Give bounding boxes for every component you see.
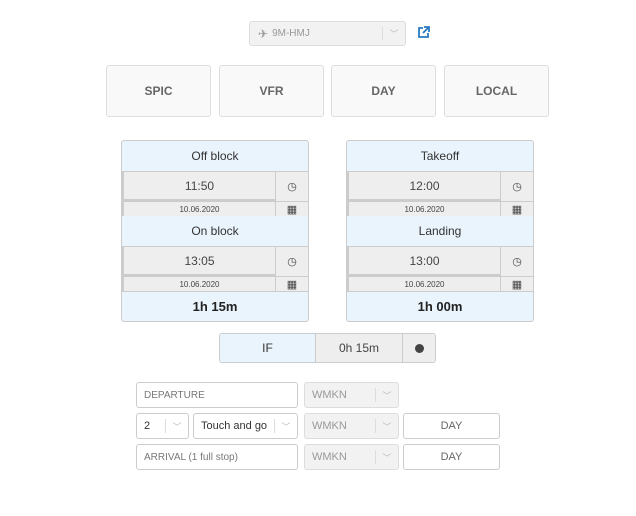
takeoff-label: Takeoff xyxy=(420,149,460,163)
if-label: IF xyxy=(220,334,316,362)
off-block-label: Off block xyxy=(191,149,239,163)
block-total: 1h 15m xyxy=(122,291,308,321)
local-button[interactable]: LOCAL xyxy=(444,65,549,117)
calendar-icon[interactable]: ▦ xyxy=(500,202,533,216)
arrival-airport-select[interactable]: WMKN ﹀ xyxy=(304,444,399,470)
flight-total: 1h 00m xyxy=(347,291,533,321)
aircraft-value: 9M-HMJ xyxy=(272,28,310,39)
arrival-day-button[interactable]: DAY xyxy=(403,444,500,470)
takeoff-time-input[interactable]: 12:00 xyxy=(347,172,500,201)
landing-time-input[interactable]: 13:00 xyxy=(347,247,500,276)
spic-button[interactable]: SPIC xyxy=(106,65,211,117)
separator xyxy=(165,418,166,434)
calendar-icon[interactable]: ▦ xyxy=(275,277,308,291)
on-block-time-input[interactable]: 13:05 xyxy=(122,247,275,276)
chevron-down-icon[interactable]: ﹀ xyxy=(389,29,399,39)
if-time-group: IF 0h 15m xyxy=(219,333,436,363)
flight-time-card: Takeoff 12:00 ◷ 10.06.2020 ▦ Landing 13:00… xyxy=(346,140,534,322)
day-button[interactable]: DAY xyxy=(331,65,436,117)
clock-icon[interactable]: ◷ xyxy=(500,247,533,276)
calendar-icon[interactable]: ▦ xyxy=(500,277,533,291)
aircraft-select[interactable]: ✈ 9M-HMJ ﹀ xyxy=(249,21,406,46)
clock-icon[interactable]: ◷ xyxy=(275,172,308,201)
count-value: 2 xyxy=(144,420,151,432)
chevron-down-icon[interactable]: ﹀ xyxy=(281,421,291,432)
on-block-label: On block xyxy=(191,224,239,238)
chevron-down-icon[interactable]: ﹀ xyxy=(382,390,392,401)
airport-value: WMKN xyxy=(312,389,347,401)
touch-type-select[interactable]: Touch and go ﹀ xyxy=(193,413,298,439)
airport-value: WMKN xyxy=(312,420,347,432)
on-block-date-input[interactable]: 10.06.2020 xyxy=(122,277,275,291)
touch-day-button[interactable]: DAY xyxy=(403,413,500,439)
touch-airport-select[interactable]: WMKN ﹀ xyxy=(304,413,399,439)
clock-icon[interactable] xyxy=(403,334,435,362)
touch-count-select[interactable]: 2 ﹀ xyxy=(136,413,189,439)
separator xyxy=(375,449,376,465)
airport-value: WMKN xyxy=(312,451,347,463)
arrival-field[interactable]: ARRIVAL (1 full stop) xyxy=(136,444,298,470)
takeoff-date-input[interactable]: 10.06.2020 xyxy=(347,202,500,216)
chevron-down-icon[interactable]: ﹀ xyxy=(172,421,182,432)
separator xyxy=(274,418,275,434)
calendar-icon[interactable]: ▦ xyxy=(275,202,308,216)
departure-field[interactable]: DEPARTURE xyxy=(136,382,298,408)
external-link-icon[interactable] xyxy=(417,26,430,39)
off-block-date-input[interactable]: 10.06.2020 xyxy=(122,202,275,216)
separator xyxy=(382,26,383,41)
departure-airport-select[interactable]: WMKN ﹀ xyxy=(304,382,399,408)
separator xyxy=(375,387,376,403)
vfr-button[interactable]: VFR xyxy=(219,65,324,117)
chevron-down-icon[interactable]: ﹀ xyxy=(382,452,392,463)
plane-icon: ✈ xyxy=(258,26,269,41)
if-time-input[interactable]: 0h 15m xyxy=(316,334,403,362)
landing-label: Landing xyxy=(418,224,462,238)
landing-date-input[interactable]: 10.06.2020 xyxy=(347,277,500,291)
chevron-down-icon[interactable]: ﹀ xyxy=(382,421,392,432)
off-block-time-input[interactable]: 11:50 xyxy=(122,172,275,201)
separator xyxy=(375,418,376,434)
block-time-card: Off block 11:50 ◷ 10.06.2020 ▦ On block 13… xyxy=(121,140,309,322)
clock-icon[interactable]: ◷ xyxy=(500,172,533,201)
clock-icon[interactable]: ◷ xyxy=(275,247,308,276)
type-value: Touch and go xyxy=(201,420,268,432)
